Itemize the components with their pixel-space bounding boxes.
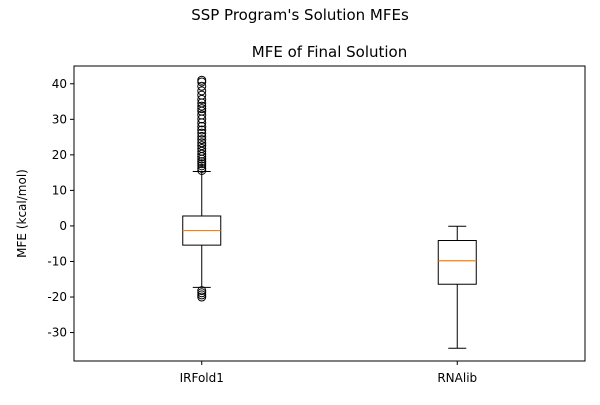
outlier-point: [197, 81, 207, 91]
outlier-point: [197, 75, 207, 85]
outlier-point: [197, 149, 207, 159]
y-tick-label: 10: [52, 183, 67, 197]
outlier-point: [197, 101, 207, 111]
outlier-point: [197, 286, 207, 296]
axes-frame: [73, 65, 586, 362]
outlier-point: [197, 165, 207, 175]
chart-title: MFE of Final Solution: [252, 43, 408, 61]
outlier-point: [197, 146, 207, 156]
outlier-point: [197, 143, 207, 153]
outlier-point: [197, 290, 207, 300]
outlier-point: [197, 138, 207, 148]
x-tick-label: IRFold1: [180, 371, 224, 385]
outlier-point: [197, 159, 207, 169]
y-tick-label: 0: [59, 219, 67, 233]
outlier-point: [197, 94, 207, 104]
outlier-point: [197, 128, 207, 138]
y-axis-label: MFE (kcal/mol): [15, 169, 29, 258]
outlier-point: [197, 161, 207, 171]
outlier-point: [197, 131, 207, 141]
outlier-point: [197, 292, 207, 302]
y-tick-label: 30: [52, 112, 67, 126]
y-tick-label: 40: [52, 77, 67, 91]
outlier-point: [197, 104, 207, 114]
y-tick-label: 20: [52, 148, 67, 162]
chart-suptitle: SSP Program's Solution MFEs: [191, 6, 409, 24]
y-tick-label: -20: [47, 290, 67, 304]
y-tick-label: -30: [47, 326, 67, 340]
box-iqr: [437, 240, 477, 285]
plot-area: -30 -20 -10 0 10 20 30 40 IRFold1 RNAlib: [47, 75, 477, 385]
outlier-point: [197, 163, 207, 173]
x-tick-label: RNAlib: [437, 371, 477, 385]
outlier-point: [197, 157, 207, 167]
outlier-point: [197, 135, 207, 145]
outlier-point: [197, 125, 207, 135]
outlier-point: [197, 141, 207, 151]
outlier-point: [197, 86, 207, 96]
y-tick-label: -10: [47, 254, 67, 268]
outlier-point: [197, 288, 207, 298]
outlier-point: [197, 110, 207, 120]
outlier-point: [197, 121, 207, 131]
outlier-point: [197, 90, 207, 100]
